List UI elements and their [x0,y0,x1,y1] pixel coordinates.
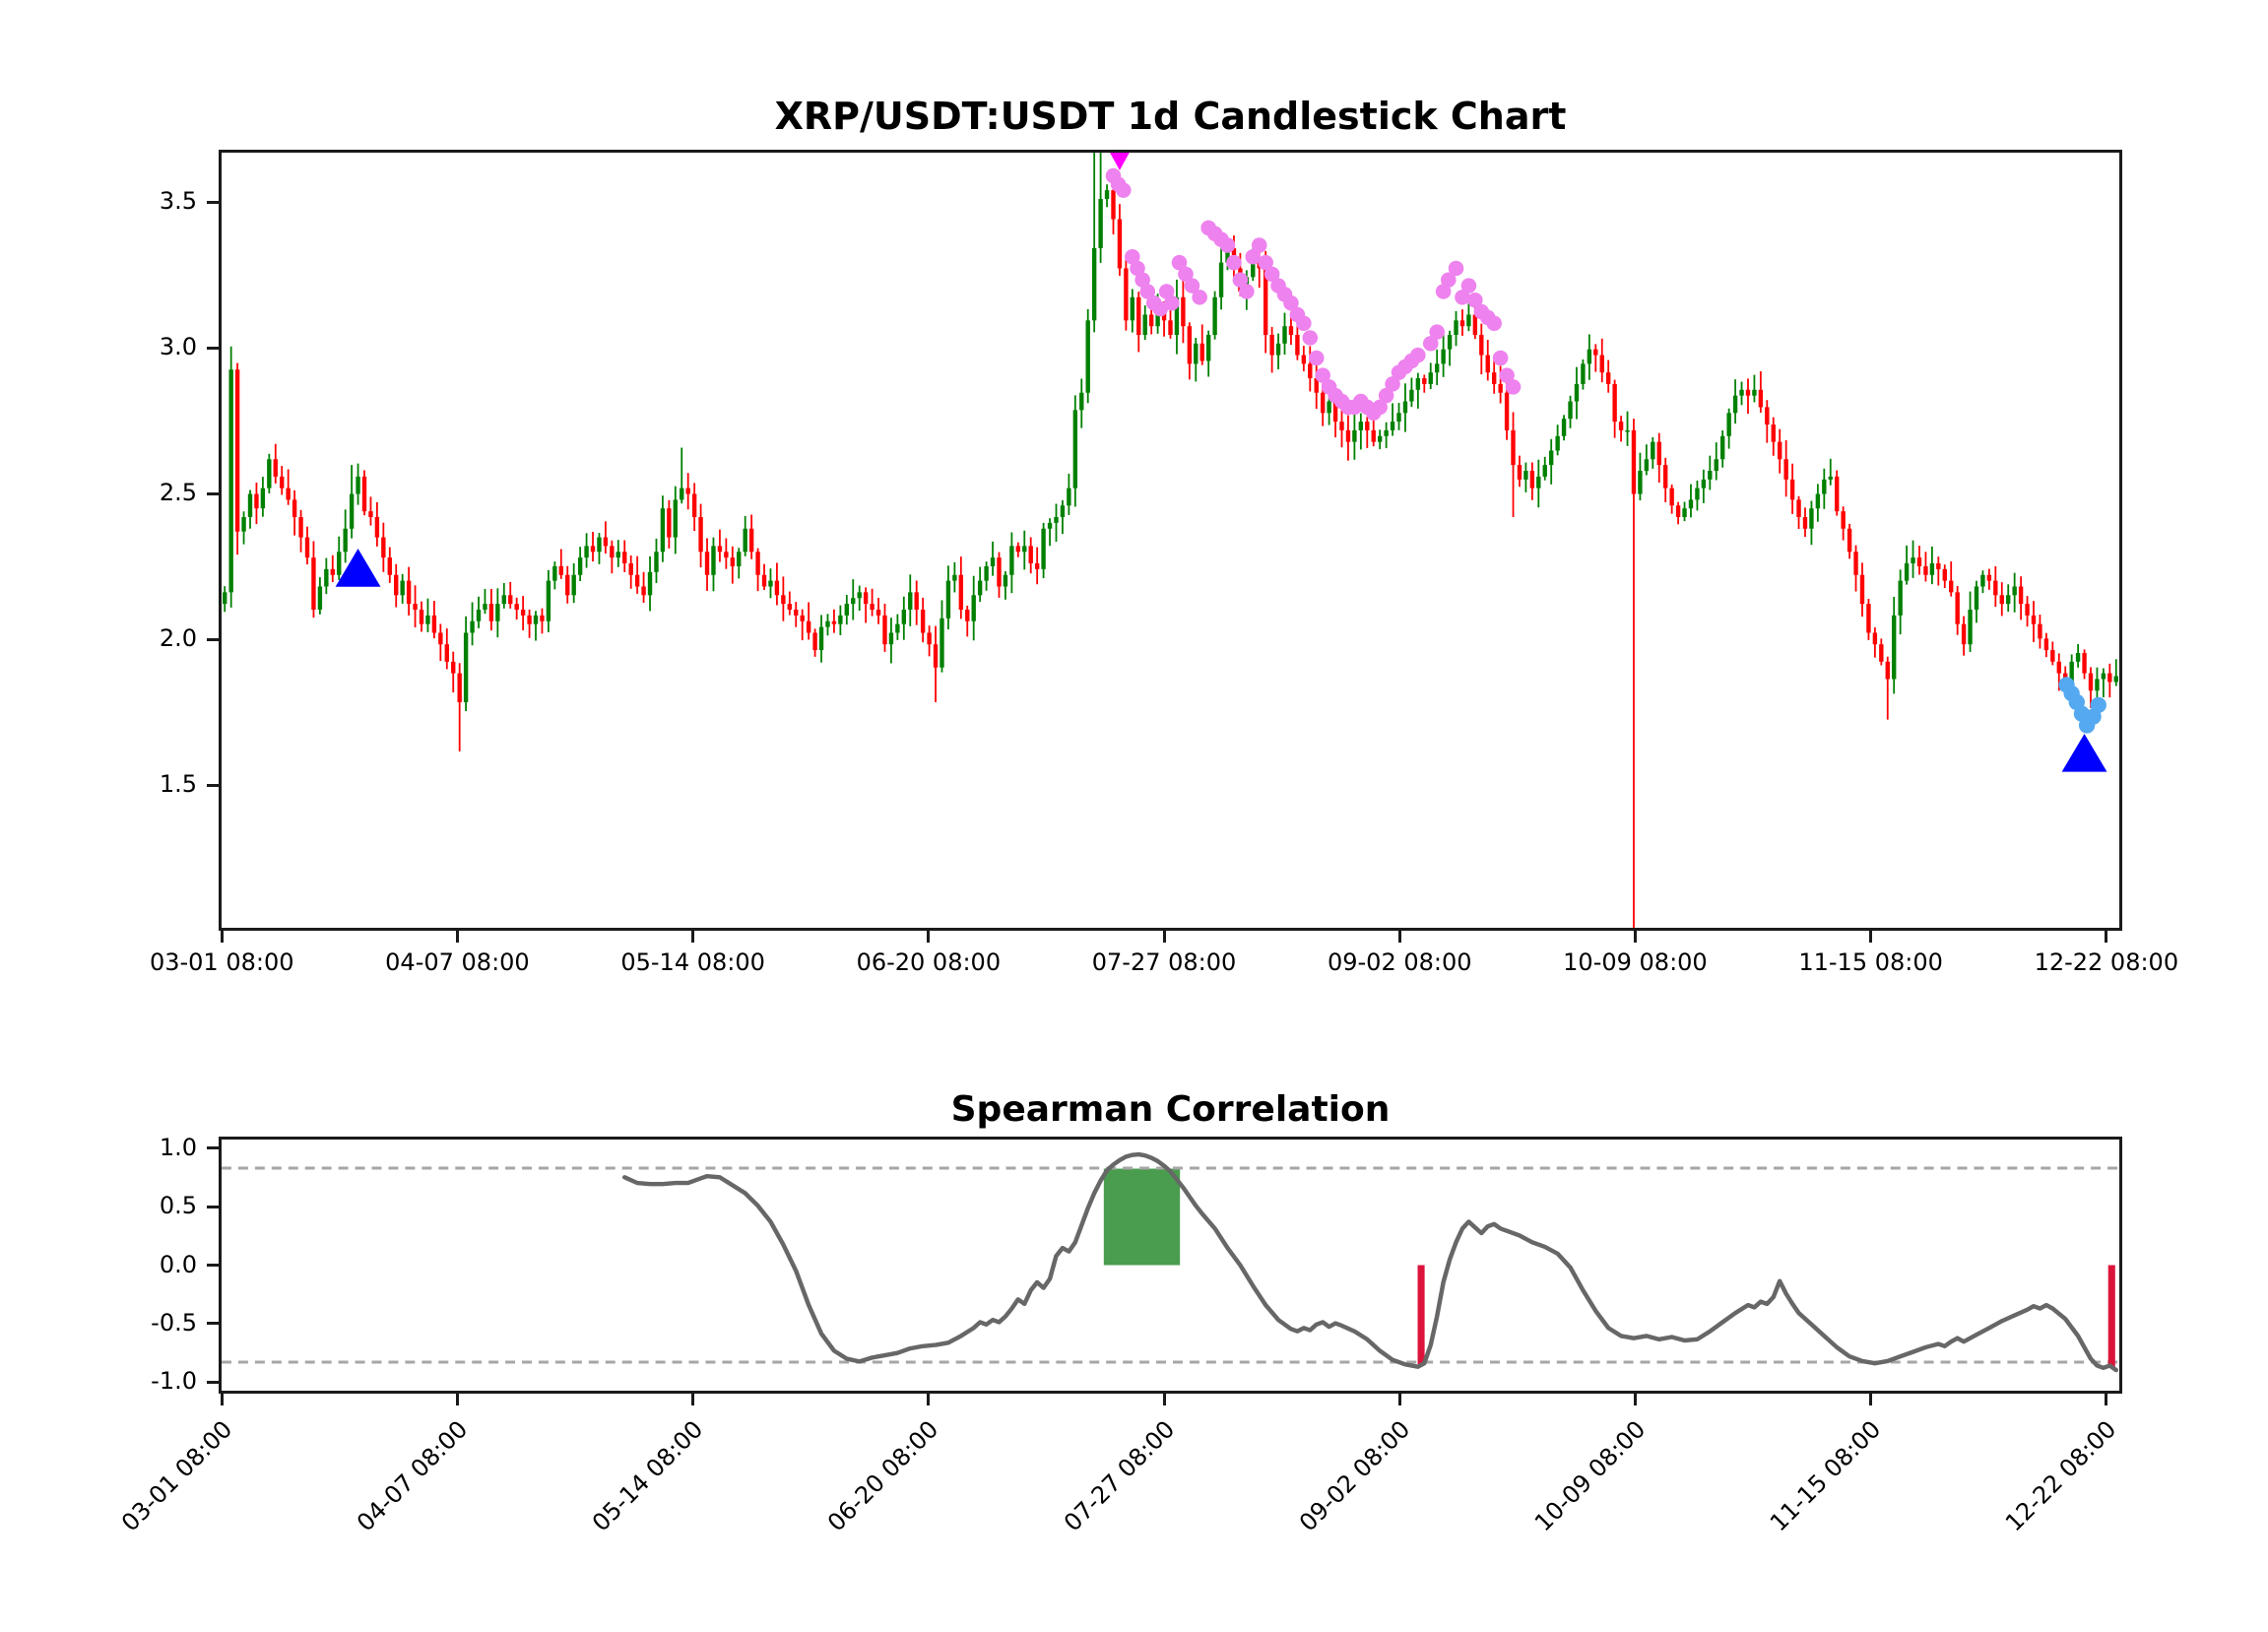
y-tick-label: 3.0 [159,333,197,361]
y-tick-mark [207,491,219,495]
x-tick-mark [1869,1394,1873,1405]
corr-plot-area [219,1137,2122,1394]
x-tick-label: 09-02 08:00 [1327,948,1472,976]
x-tick-mark [1162,931,1166,943]
x-tick-label: 06-20 08:00 [856,948,1002,976]
violet-dot-markers [1105,167,1522,422]
y-tick-label: -0.5 [151,1308,197,1337]
x-tick-mark [691,1394,695,1405]
y-tick-label: 2.5 [159,479,197,507]
x-tick-mark [2105,1394,2108,1405]
candlestick-svg [223,153,2118,928]
crimson-signal-bar [1417,1265,1425,1366]
x-tick-label: 12-22 08:00 [2034,948,2179,976]
x-tick-label-rotated: 09-02 08:00 [1293,1415,1416,1537]
blue-triangle-marker [335,549,381,587]
y-tick-mark [207,1146,219,1150]
x-tick-label-rotated: 04-07 08:00 [351,1415,474,1537]
y-tick-mark [207,200,219,204]
x-tick-label-rotated: 05-14 08:00 [587,1415,709,1537]
x-tick-label: 03-01 08:00 [149,948,294,976]
x-tick-label-rotated: 07-27 08:00 [1058,1415,1180,1537]
x-tick-label-rotated: 12-22 08:00 [2000,1415,2122,1537]
x-tick-mark [1397,931,1401,943]
x-tick-mark [927,1394,931,1405]
main-chart-title: XRP/USDT:USDT 1d Candlestick Chart [774,95,1567,138]
main-plot-area [219,150,2122,931]
y-tick-label: 3.5 [159,187,197,216]
x-tick-label: 04-07 08:00 [385,948,530,976]
crimson-signal-bar [2107,1265,2115,1368]
x-tick-label-rotated: 03-01 08:00 [115,1415,238,1537]
x-tick-label: 10-09 08:00 [1563,948,1708,976]
y-tick-mark [207,1322,219,1326]
x-tick-mark [1162,1394,1166,1405]
correlation-svg [222,1151,2119,1373]
correlation-line [621,1151,2119,1373]
y-tick-mark [207,346,219,350]
x-tick-label: 07-27 08:00 [1091,948,1237,976]
x-tick-label: 11-15 08:00 [1798,948,1943,976]
y-tick-label: 2.0 [159,624,197,653]
x-tick-mark [691,931,695,943]
x-tick-mark [1869,931,1873,943]
light-blue-dot-markers [2058,677,2106,734]
y-tick-label: 0.5 [159,1192,197,1220]
x-tick-label-rotated: 11-15 08:00 [1765,1415,1887,1537]
x-tick-mark [455,1394,459,1405]
x-tick-label-rotated: 10-09 08:00 [1528,1415,1652,1537]
y-tick-label: 0.0 [159,1250,197,1278]
x-tick-mark [2105,931,2108,943]
y-tick-label: 1.5 [159,770,197,799]
x-tick-label: 05-14 08:00 [620,948,765,976]
y-tick-mark [207,1380,219,1384]
y-tick-mark [207,637,219,641]
x-tick-mark [1397,1394,1401,1405]
y-tick-label: -1.0 [151,1367,197,1396]
y-tick-label: 1.0 [159,1133,197,1161]
x-tick-mark [455,931,459,943]
corr-chart-title: Spearman Correlation [950,1089,1391,1130]
y-tick-mark [207,1264,219,1267]
x-tick-mark [927,931,931,943]
x-tick-mark [220,1394,224,1405]
candles-layer [223,153,2118,928]
y-tick-mark [207,1205,219,1208]
blue-triangle-marker [2061,733,2107,772]
magenta-triangle-marker [1110,153,1130,170]
x-tick-mark [1633,931,1637,943]
x-tick-mark [220,931,224,943]
x-tick-label-rotated: 06-20 08:00 [822,1415,944,1537]
x-tick-mark [1633,1394,1637,1405]
y-tick-mark [207,783,219,787]
green-highlight-box [1103,1168,1181,1266]
